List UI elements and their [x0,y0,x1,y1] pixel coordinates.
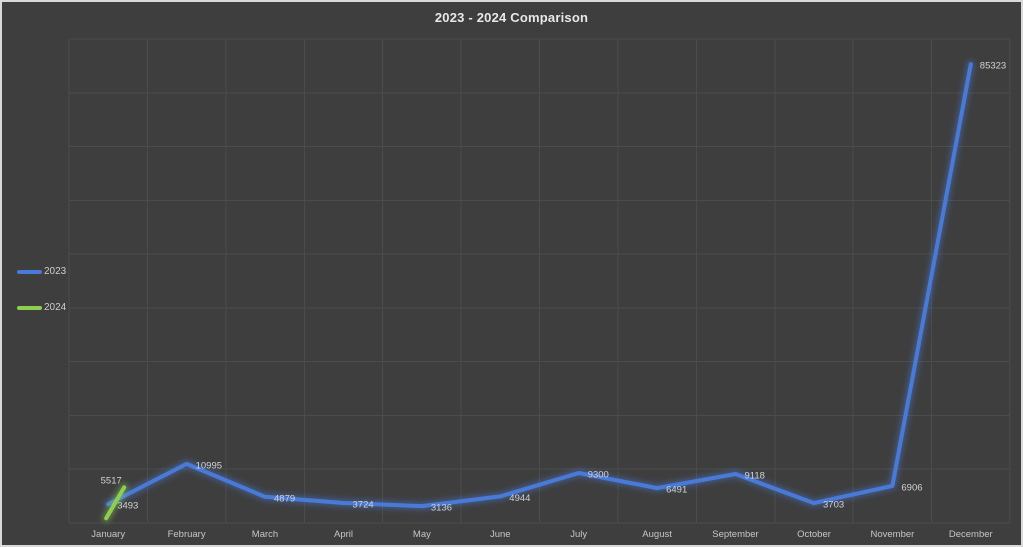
series-2023-line[interactable] [106,62,973,509]
x-axis-label: November [870,529,914,540]
series-2024-line[interactable] [104,485,127,521]
legend-item-2024[interactable]: 2024 [17,302,66,313]
data-label-2023: 6906 [901,482,922,493]
data-label-2023: 85323 [980,61,1006,72]
data-label-2023: 3136 [431,503,452,514]
legend: 2023 2024 [17,266,66,313]
x-axis-label: July [570,529,587,540]
data-label-2024: 5517 [101,475,122,486]
x-axis-label: January [91,529,125,540]
data-label-2023: 10995 [196,460,222,471]
x-axis-label: October [797,529,831,540]
x-axis-label: March [252,529,278,540]
x-axis-label: August [642,529,672,540]
data-label-2023: 6491 [666,485,687,496]
data-label-2023: 9300 [588,470,609,481]
data-label-2023: 3493 [117,501,138,512]
chart-title: 2023 - 2024 Comparison [434,10,589,25]
data-label-2023: 3724 [353,500,374,511]
gridlines [68,38,1011,524]
legend-label-2024: 2024 [44,302,67,313]
data-label-2023: 4879 [274,493,295,504]
x-axis-label: February [168,529,206,540]
data-label-2023: 4944 [509,493,530,504]
legend-label-2023: 2023 [44,266,67,277]
x-axis-label: May [413,529,431,540]
x-axis-label: April [334,529,353,540]
data-label-2023: 9118 [745,471,765,482]
legend-marker-2024 [17,305,42,310]
x-axis-label: December [949,529,993,540]
legend-item-2023[interactable]: 2023 [17,266,66,277]
legend-marker-2023 [17,269,42,274]
x-axis-label: June [490,529,511,540]
data-label-2023: 3703 [823,500,844,511]
x-axis-label: September [712,529,758,540]
